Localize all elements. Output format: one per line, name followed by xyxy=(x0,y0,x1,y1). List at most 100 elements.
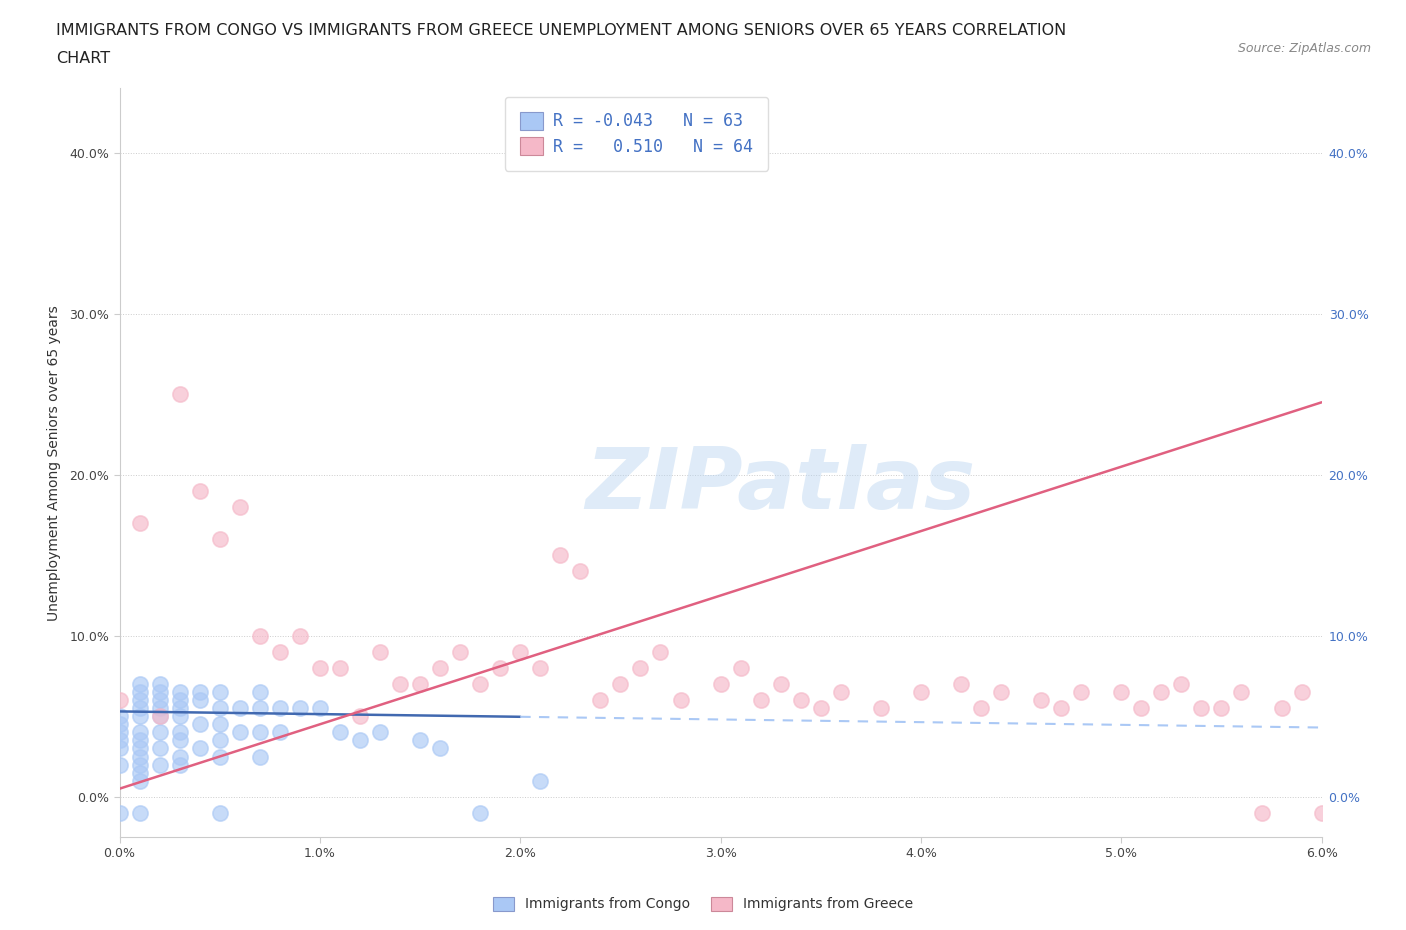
Point xyxy=(1130,701,1153,716)
Point xyxy=(869,701,891,716)
Point xyxy=(108,693,131,708)
Point xyxy=(228,701,252,716)
Point xyxy=(1330,701,1353,716)
Point xyxy=(208,805,231,820)
Point xyxy=(630,660,652,675)
Point xyxy=(128,684,150,699)
Point xyxy=(128,677,150,692)
Point xyxy=(1310,805,1333,820)
Point xyxy=(489,660,512,675)
Point xyxy=(128,733,150,748)
Point xyxy=(409,677,432,692)
Point xyxy=(149,741,172,756)
Point xyxy=(128,805,150,820)
Point xyxy=(749,693,772,708)
Point xyxy=(910,684,932,699)
Point xyxy=(149,757,172,772)
Point xyxy=(128,724,150,739)
Point xyxy=(249,701,271,716)
Point xyxy=(149,701,172,716)
Point xyxy=(128,693,150,708)
Point xyxy=(1029,693,1052,708)
Point xyxy=(249,724,271,739)
Point xyxy=(1391,805,1406,820)
Point xyxy=(468,677,492,692)
Point xyxy=(1189,701,1212,716)
Point xyxy=(368,644,391,659)
Point xyxy=(609,677,631,692)
Point xyxy=(388,677,412,692)
Point xyxy=(790,693,813,708)
Point xyxy=(1170,677,1192,692)
Point xyxy=(108,717,131,732)
Point xyxy=(569,564,592,578)
Point xyxy=(128,757,150,772)
Point xyxy=(108,805,131,820)
Point xyxy=(529,660,551,675)
Point xyxy=(309,660,332,675)
Point xyxy=(108,724,131,739)
Point xyxy=(108,733,131,748)
Point xyxy=(769,677,792,692)
Point xyxy=(108,709,131,724)
Point xyxy=(309,701,332,716)
Point xyxy=(108,757,131,772)
Point xyxy=(188,717,211,732)
Point xyxy=(1230,684,1253,699)
Point xyxy=(208,717,231,732)
Point xyxy=(128,515,150,530)
Point xyxy=(650,644,672,659)
Point xyxy=(1291,684,1313,699)
Point xyxy=(1150,684,1173,699)
Legend: Immigrants from Congo, Immigrants from Greece: Immigrants from Congo, Immigrants from G… xyxy=(486,890,920,919)
Point xyxy=(249,684,271,699)
Legend: R = -0.043   N = 63, R =   0.510   N = 64: R = -0.043 N = 63, R = 0.510 N = 64 xyxy=(505,97,768,171)
Point xyxy=(669,693,692,708)
Point xyxy=(249,749,271,764)
Text: CHART: CHART xyxy=(56,51,110,66)
Point xyxy=(548,548,571,563)
Point xyxy=(269,701,291,716)
Point xyxy=(169,387,191,402)
Point xyxy=(149,709,172,724)
Point xyxy=(149,677,172,692)
Point xyxy=(128,749,150,764)
Point xyxy=(1050,701,1073,716)
Point xyxy=(730,660,752,675)
Text: ZIPatlas: ZIPatlas xyxy=(585,444,976,526)
Point xyxy=(709,677,731,692)
Point xyxy=(449,644,471,659)
Point xyxy=(529,773,551,788)
Point xyxy=(429,741,451,756)
Point xyxy=(169,757,191,772)
Point xyxy=(188,484,211,498)
Point xyxy=(208,684,231,699)
Point xyxy=(1371,451,1393,466)
Point xyxy=(149,709,172,724)
Point xyxy=(128,741,150,756)
Point xyxy=(228,499,252,514)
Point xyxy=(169,701,191,716)
Point xyxy=(970,701,993,716)
Point xyxy=(128,765,150,780)
Point xyxy=(269,724,291,739)
Y-axis label: Unemployment Among Seniors over 65 years: Unemployment Among Seniors over 65 years xyxy=(46,305,60,620)
Point xyxy=(169,724,191,739)
Point xyxy=(509,644,531,659)
Point xyxy=(950,677,973,692)
Point xyxy=(149,693,172,708)
Point xyxy=(169,684,191,699)
Point xyxy=(368,724,391,739)
Point xyxy=(269,644,291,659)
Point xyxy=(329,660,352,675)
Point xyxy=(169,693,191,708)
Point xyxy=(288,629,311,644)
Point xyxy=(288,701,311,716)
Point xyxy=(810,701,832,716)
Point xyxy=(1070,684,1092,699)
Point xyxy=(1271,701,1294,716)
Point xyxy=(149,724,172,739)
Point xyxy=(429,660,451,675)
Point xyxy=(329,724,352,739)
Point xyxy=(468,805,492,820)
